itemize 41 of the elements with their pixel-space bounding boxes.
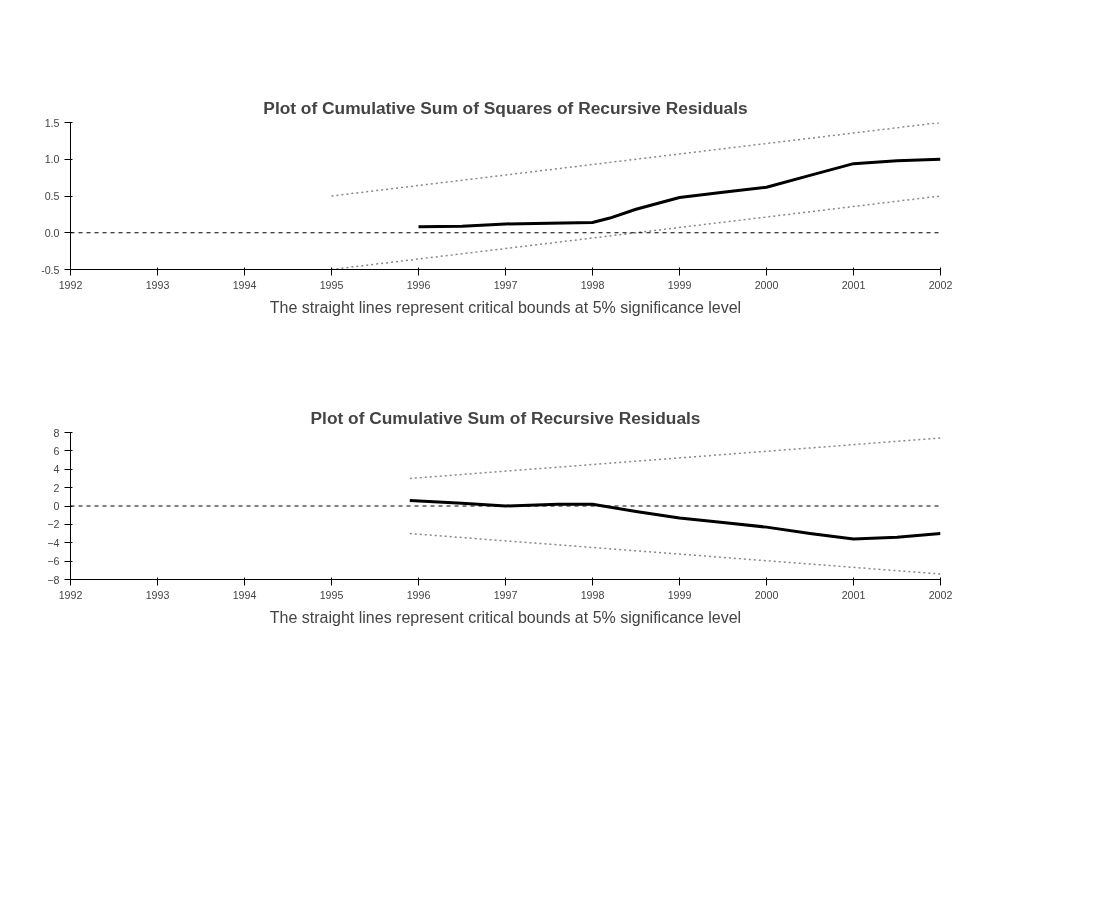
y-tick-label: 1.5 <box>44 116 60 129</box>
y-tick-label: 8 <box>53 426 60 439</box>
x-tick-label: 1993 <box>145 588 170 601</box>
x-tick-label: 1993 <box>145 278 170 291</box>
x-tick-label: 2001 <box>841 588 866 601</box>
chart-title: Plot of Cumulative Sum of Recursive Residuals <box>310 407 701 428</box>
x-tick-label: 1995 <box>319 588 344 601</box>
x-tick-label: 2000 <box>754 278 779 291</box>
x-tick-label: 1996 <box>406 588 431 601</box>
text: The straight lines represent critical bounds at 5% significance level <box>269 298 742 316</box>
x-tick-label: 1994 <box>232 588 257 601</box>
x-tick-label: 2001 <box>841 278 866 291</box>
y-tick-label: −4 <box>47 536 60 549</box>
y-tick-label: 2 <box>53 481 60 494</box>
x-tick-label: 1992 <box>58 588 83 601</box>
x-tick-label: 1996 <box>406 278 431 291</box>
y-tick-label: −6 <box>47 555 60 568</box>
y-tick-label: 0.0 <box>44 226 60 239</box>
y-tick-label: 4 <box>53 463 60 476</box>
x-tick-label: 1999 <box>667 588 692 601</box>
text: The straight lines represent critical bounds at 5% significance level <box>269 608 742 626</box>
y-tick-label: 0.5 <box>44 190 60 202</box>
x-tick-label: 1997 <box>493 278 518 291</box>
x-tick-label: 1998 <box>580 588 605 601</box>
y-tick-label: 0 <box>53 500 60 512</box>
x-tick-label: 2000 <box>754 588 779 601</box>
x-tick-label: 1999 <box>667 278 692 291</box>
y-tick-label: -0.5 <box>41 263 60 276</box>
x-tick-label: 2002 <box>928 278 953 291</box>
line-series <box>417 157 941 229</box>
y-tick-label: −2 <box>47 518 60 531</box>
x-tick-label: 1994 <box>232 278 257 291</box>
y-tick-label: −8 <box>47 573 60 586</box>
y-tick-label: 6 <box>53 444 60 457</box>
x-tick-label: 1997 <box>493 588 518 601</box>
x-tick-label: 1995 <box>319 278 344 291</box>
x-tick-label: 1992 <box>58 278 83 291</box>
y-tick-label: 1.0 <box>44 153 60 166</box>
x-tick-label: 1998 <box>580 278 605 291</box>
chart-title: Plot of Cumulative Sum of Squares of Recursive Residuals <box>263 97 748 118</box>
x-tick-label: 2002 <box>928 588 953 601</box>
